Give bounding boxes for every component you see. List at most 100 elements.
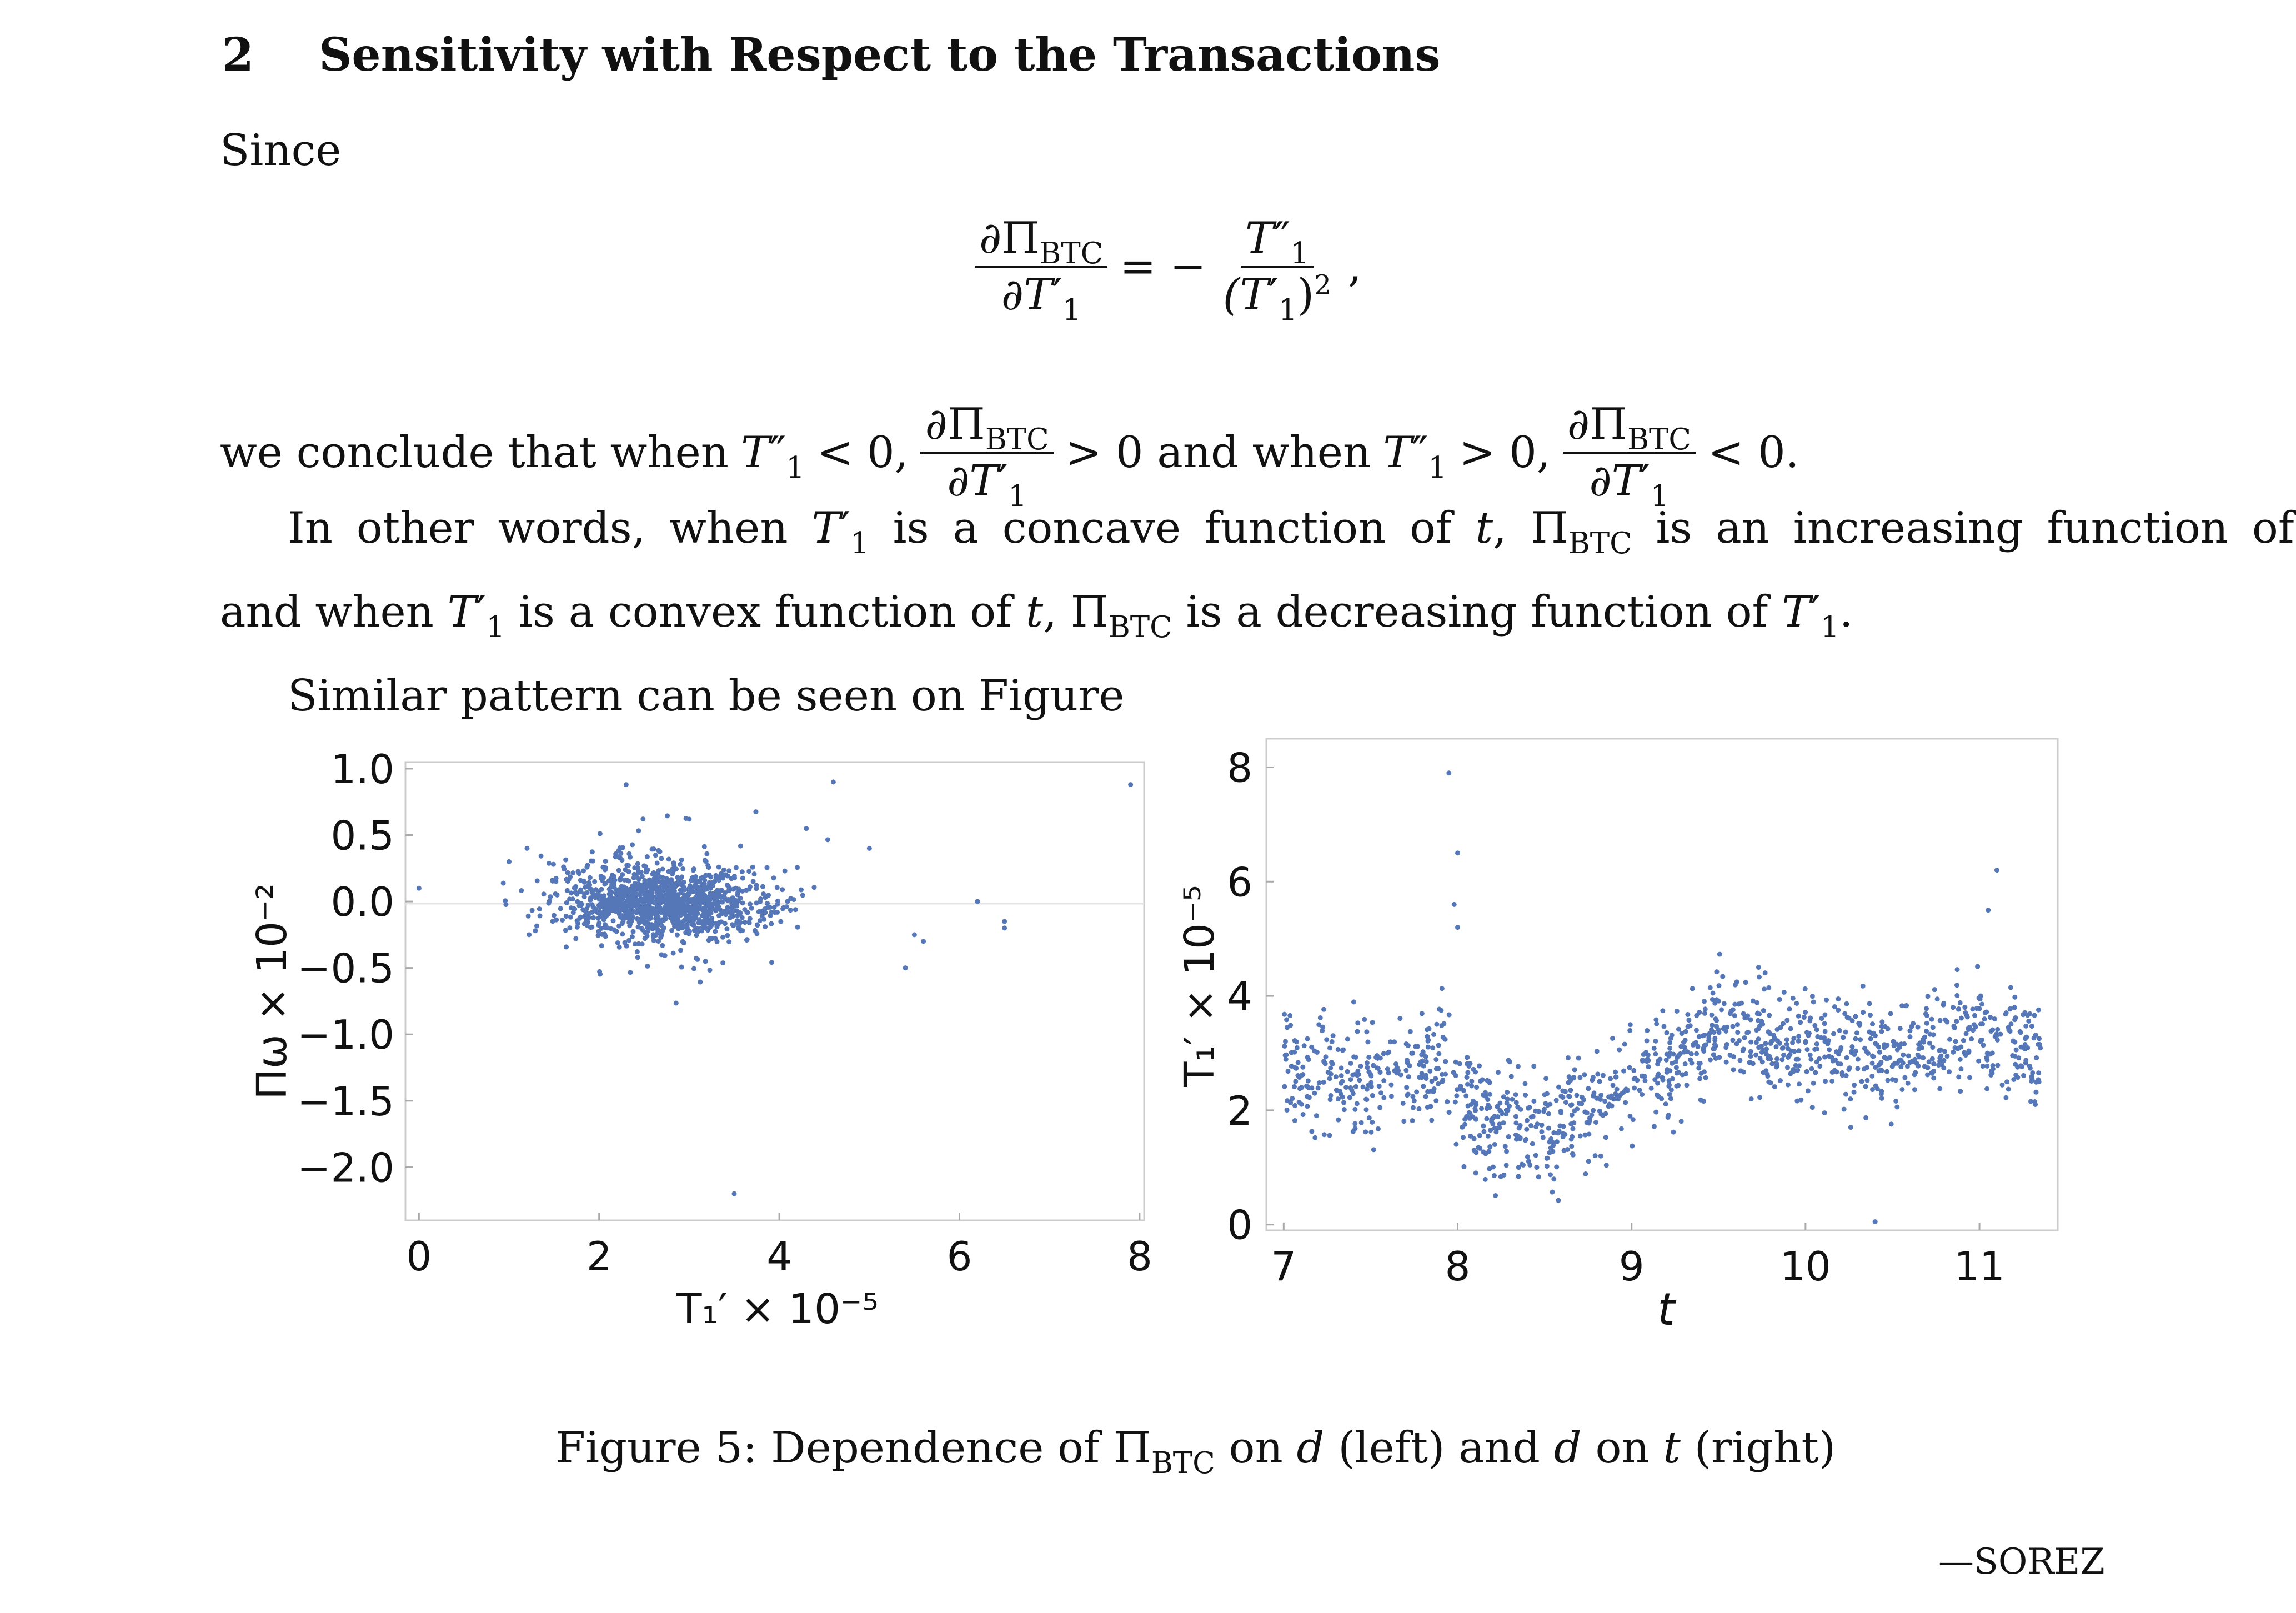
data-point [1306, 1057, 1311, 1063]
data-point [1986, 908, 1991, 913]
data-point [538, 853, 544, 859]
data-point [583, 884, 588, 890]
data-point [1584, 1110, 1590, 1116]
data-point [658, 931, 663, 937]
T1-dprime: T″1 [740, 428, 805, 485]
data-point [1781, 989, 1787, 995]
section-number: 2 [222, 28, 254, 82]
data-point [669, 928, 675, 933]
data-point [698, 901, 703, 907]
data-point [1405, 1091, 1411, 1097]
data-point [1461, 1135, 1466, 1140]
data-point [1796, 1034, 1802, 1039]
data-point [598, 971, 603, 977]
data-point [630, 929, 636, 934]
data-point [656, 917, 661, 923]
data-point [1297, 1075, 1302, 1080]
data-point [1957, 1056, 1963, 1062]
data-point [1999, 1082, 2005, 1088]
data-point [1508, 1074, 1514, 1079]
data-point [1904, 1064, 1910, 1069]
data-point [1334, 1088, 1339, 1093]
data-point [702, 878, 708, 883]
data-point [2016, 1055, 2022, 1061]
data-point [637, 883, 643, 888]
data-point [1539, 1122, 1545, 1128]
data-point [606, 891, 612, 897]
data-point [1438, 1008, 1444, 1013]
data-point [653, 853, 658, 858]
data-point [1577, 1133, 1583, 1139]
data-point [1339, 1065, 1344, 1071]
data-point [1348, 1077, 1353, 1083]
data-point [1679, 1031, 1685, 1036]
data-point [693, 894, 699, 900]
data-point [716, 864, 721, 870]
data-point [1473, 1150, 1479, 1155]
data-point [1519, 1161, 1525, 1167]
data-point [1888, 1011, 1893, 1016]
data-point [1954, 1019, 1959, 1024]
data-point [1430, 1045, 1436, 1051]
data-point [1513, 1114, 1519, 1119]
data-point [1784, 1041, 1789, 1047]
data-point [1979, 1037, 1984, 1043]
data-point [1954, 993, 1960, 998]
data-point [1480, 1077, 1485, 1083]
data-point [630, 893, 635, 898]
data-point [1513, 1132, 1518, 1138]
data-point [1981, 1043, 1986, 1048]
data-point [1814, 1041, 1819, 1046]
data-point [731, 923, 736, 929]
data-point [1595, 1071, 1601, 1077]
data-point [1350, 1072, 1356, 1078]
data-point [1554, 1164, 1560, 1170]
data-point [1784, 1018, 1790, 1023]
data-point [1808, 1056, 1814, 1062]
data-point [1784, 1037, 1789, 1043]
data-point [1757, 1055, 1763, 1061]
data-point [1592, 1153, 1598, 1159]
data-point [1732, 1013, 1737, 1019]
data-point [1360, 1084, 1366, 1090]
data-point [500, 880, 506, 886]
data-point [686, 891, 692, 897]
data-point [578, 878, 583, 883]
data-point [686, 816, 692, 822]
data-point [1544, 1164, 1550, 1169]
data-point [1421, 1063, 1426, 1069]
data-point [1833, 1057, 1838, 1063]
data-point [1614, 1086, 1620, 1092]
data-point [604, 910, 609, 916]
data-point [1761, 1070, 1766, 1075]
data-point [1656, 1058, 1661, 1064]
data-point [1363, 1129, 1368, 1135]
data-point [736, 898, 741, 904]
data-point [659, 884, 665, 889]
data-point [1653, 1051, 1658, 1057]
data-point [1682, 1061, 1688, 1067]
data-point [1801, 1015, 1807, 1020]
data-point [1905, 1080, 1911, 1086]
data-point [1796, 1063, 1802, 1069]
data-point [1710, 997, 1715, 1003]
data-point [1645, 1028, 1650, 1033]
left-axis-ticks: 0 2 4 6 8 1.0 0.5 0.0 −0.5 −1.0 −1.5 −2.0 [297, 746, 1152, 1280]
data-point [771, 875, 776, 881]
data-point [2015, 1075, 2021, 1080]
data-point [1842, 1011, 1848, 1016]
data-point [1766, 1055, 1771, 1061]
data-point [1941, 1000, 1947, 1006]
data-point [2018, 1063, 2023, 1069]
data-point [1487, 1166, 1492, 1171]
inline-fraction-2: ∂ΠBTC ∂T′1 [1562, 403, 1696, 510]
data-point [1956, 1006, 1962, 1011]
data-point [1570, 1126, 1576, 1131]
data-point [1852, 1083, 1857, 1088]
data-point [1407, 1063, 1412, 1069]
data-point [1919, 1045, 1925, 1050]
data-point [1429, 1118, 1435, 1123]
data-point [1714, 969, 1720, 975]
data-point [551, 913, 557, 918]
data-point [1487, 1091, 1493, 1097]
